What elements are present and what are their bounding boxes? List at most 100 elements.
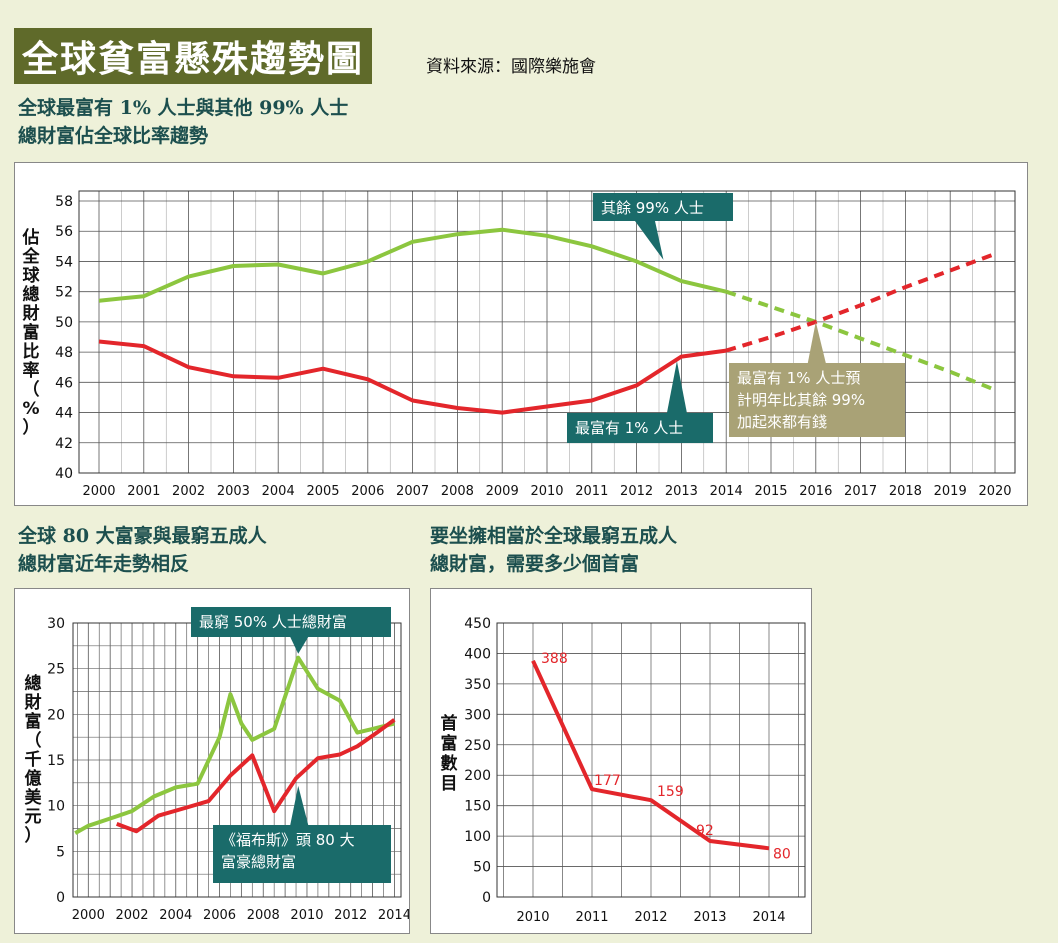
chart2-title-line-2: 總財富近年走勢相反 (18, 553, 190, 575)
chart1-svg: 40 42 44 46 48 50 52 54 56 58 2000 2001 2002 2003 2004… (22, 190, 1016, 499)
chart3-y-tick-label: 300 (464, 707, 491, 723)
chart2-y-tick-label: 15 (47, 753, 65, 769)
chart2-callout-poorest-text: 最窮 50% 人士總財富 (199, 613, 347, 631)
chart1-series-line-0 (98, 227, 727, 303)
chart3-data-label: 177 (594, 773, 621, 789)
chart3-y-tick-label: 450 (464, 616, 491, 632)
chart1-callout-crossover-box (729, 363, 905, 437)
chart3-panel: 0 50 100 150 200 250 300 350 400 450 2010 2011 2012 2… (430, 588, 812, 934)
chart3-plot-frame (496, 622, 806, 898)
chart3-series-line (531, 659, 770, 851)
chart3-data-label: 80 (773, 846, 791, 862)
chart1-y-axis-label-char: 球 (23, 266, 41, 286)
chart3-title-line-2: 總財富，需要多少個首富 (430, 553, 640, 575)
chart3-y-axis-label-char: 首 (441, 713, 458, 734)
chart3-x-tick-label: 2011 (575, 910, 608, 925)
chart2-callout-poorest: 最窮 50% 人士總財富 (191, 607, 391, 654)
chart2-y-tick-label: 0 (56, 890, 65, 906)
chart1-x-tick-label: 2016 (799, 484, 832, 499)
chart2-callout-forbes-box (213, 825, 391, 883)
chart2-y-tick-label: 20 (47, 707, 65, 723)
chart2-x-tick-label: 2002 (115, 908, 148, 923)
chart1-callout-99: 其餘 99% 人士 (593, 193, 733, 260)
chart1-y-axis-label-char: 財 (22, 303, 40, 324)
chart1-x-tick-label: 2006 (351, 484, 384, 499)
chart1-x-tick-label: 2015 (754, 484, 787, 499)
chart1-x-tick-label: 2004 (262, 484, 295, 499)
chart3-y-axis-label-char: 目 (441, 774, 458, 794)
chart2-callout-poorest-box (191, 607, 391, 637)
chart1-x-tick-label: 2001 (127, 484, 160, 499)
chart2-x-tick-label: 2006 (203, 908, 236, 923)
chart1-x-tick-label: 2019 (934, 484, 967, 499)
chart3-title-line-1: 要坐擁相當於全球最窮五成人 (430, 525, 678, 547)
chart2-y-axis-label-char: 總 (25, 673, 42, 694)
chart1-x-tick-label: 2007 (396, 484, 429, 499)
chart3-y-tick-label: 0 (482, 890, 491, 906)
source-note: 資料來源：國際樂施會 (426, 57, 596, 77)
chart2-y-axis-label-char: 財 (24, 692, 42, 713)
chart2-y-axis-label-char: 千 (25, 750, 42, 770)
chart2-y-tick-label: 5 (56, 844, 65, 860)
chart1-callout-crossover-text: 加起來都有錢 (737, 413, 827, 431)
chart3-x-tick-label: 2013 (693, 910, 726, 925)
chart2-callout-poorest-pointer (290, 637, 309, 654)
chart3-data-label: 92 (696, 823, 714, 839)
chart2-x-tick-label: 2004 (159, 908, 192, 923)
chart1-y-tick-label: 40 (55, 466, 73, 482)
chart1-callout-99-box (593, 193, 733, 221)
chart2-series-line-1 (116, 718, 396, 834)
chart2-y-tick-label: 25 (47, 662, 65, 678)
chart2-svg: 0 5 10 15 20 25 30 2000 2002 2004 2006 2008 2010 2012… (24, 607, 411, 923)
chart2-callout-forbes-text: 富豪總財富 (221, 853, 296, 871)
chart1-callout-crossover-pointer (807, 321, 826, 363)
chart2-callout-forbes-text: 《福布斯》頭 80 大 (221, 831, 355, 849)
chart3-y-tick-label: 50 (473, 860, 491, 876)
chart2-title-line-1: 全球 80 大富豪與最窮五成人 (18, 525, 267, 547)
chart1-y-axis-label-char: 佔 (22, 227, 40, 248)
chart3-y-tick-label: 200 (464, 768, 491, 784)
chart3-title: 要坐擁相當於全球最窮五成人 總財富，需要多少個首富 (430, 522, 677, 578)
chart1-callout-1pct: 最富有 1% 人士 (567, 361, 713, 443)
chart3-data-label: 388 (541, 651, 568, 667)
chart1-title-line-1: 全球最富有 1% 人士與其他 99% 人士 (18, 97, 349, 119)
chart1-x-tick-label: 2005 (306, 484, 339, 499)
chart1-x-tick-label: 2018 (889, 484, 922, 499)
chart1-callout-99-pointer (635, 221, 664, 260)
chart1-x-tick-label: 2009 (486, 484, 519, 499)
chart2-y-tick-label: 30 (47, 616, 65, 632)
chart1-y-tick-label: 54 (55, 254, 73, 270)
chart1-x-tick-label: 2020 (978, 484, 1011, 499)
chart2-y-tick-label: 10 (47, 799, 65, 815)
chart1-x-tick-label: 2011 (575, 484, 608, 499)
chart1-callout-crossover-text: 最富有 1% 人士預 (737, 369, 860, 387)
chart1-title-line-2: 總財富佔全球比率趨勢 (18, 125, 209, 147)
chart1-series-line-1 (98, 339, 727, 415)
chart1-x-tick-label: 2012 (620, 484, 653, 499)
chart1-y-axis-label-char: 率 (23, 360, 40, 381)
chart1-callout-99-text: 其餘 99% 人士 (601, 199, 704, 217)
chart3-y-tick-label: 100 (464, 829, 491, 845)
chart2-y-axis-label-char: 美 (25, 787, 43, 808)
chart2-callout-forbes-pointer (290, 785, 309, 825)
chart3-y-tick-label: 150 (464, 799, 491, 815)
chart1-y-tick-label: 50 (55, 315, 73, 331)
chart1-x-tick-label: 2017 (844, 484, 877, 499)
chart3-y-axis-label-char: 富 (441, 733, 458, 754)
chart3-x-tick-label: 2012 (634, 910, 667, 925)
chart1-series-projection-1 (725, 252, 996, 353)
chart2-y-axis-label-char: 元 (25, 807, 42, 827)
chart1-callout-1pct-pointer (666, 361, 687, 413)
chart1-callout-crossover-text: 計明年比其餘 99% (737, 391, 865, 409)
chart3-y-tick-label: 350 (464, 677, 491, 693)
chart3-x-tick-label: 2014 (752, 910, 785, 925)
main-title: 全球貧富懸殊趨勢圖 (14, 28, 373, 84)
chart2-y-axis-label-char: （ (25, 730, 42, 751)
chart1-y-tick-label: 44 (55, 406, 73, 422)
chart3-svg: 0 50 100 150 200 250 300 350 400 450 2010 2011 2012 2… (441, 616, 806, 925)
chart3-x-tick-label: 2010 (516, 910, 549, 925)
chart1-title: 全球最富有 1% 人士與其他 99% 人士 總財富佔全球比率趨勢 (18, 94, 348, 150)
chart1-y-axis-label-char: （ (23, 379, 40, 400)
